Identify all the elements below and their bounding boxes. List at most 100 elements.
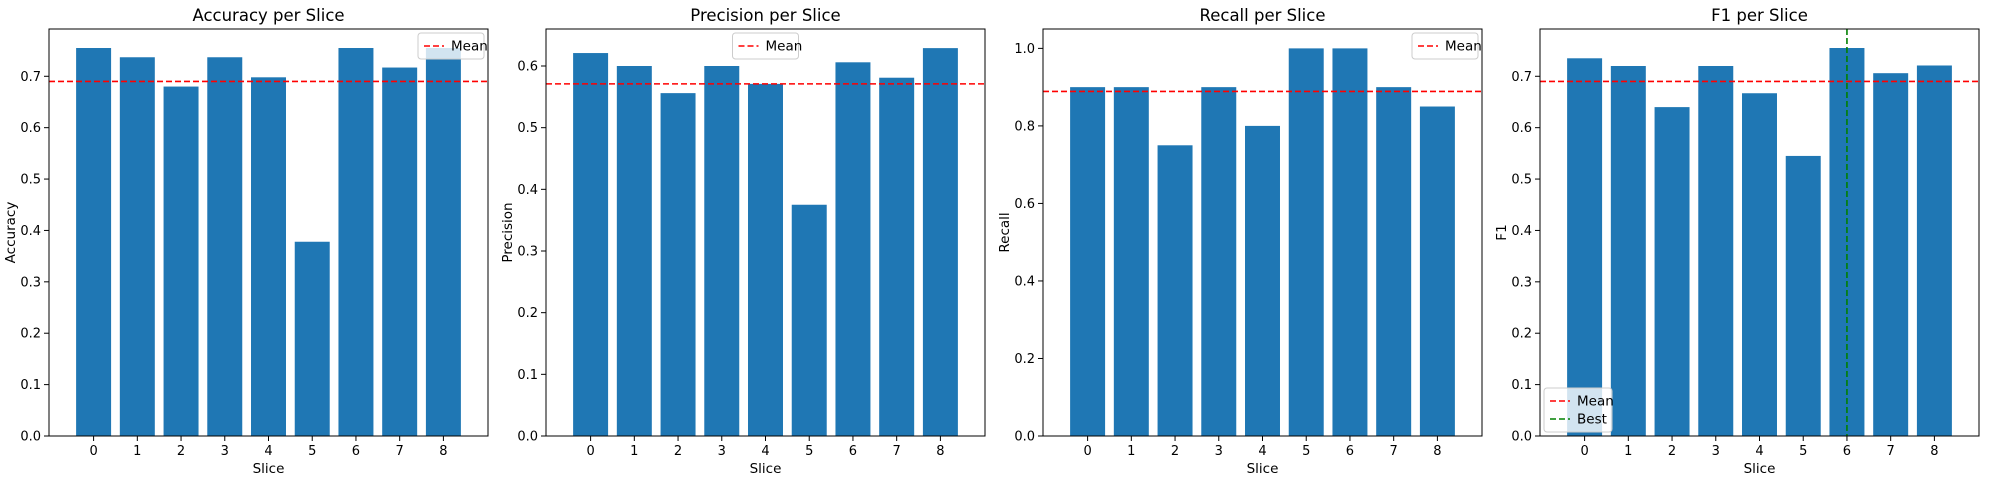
bar-slice-2 bbox=[163, 86, 199, 436]
x-tick-label: 6 bbox=[1346, 444, 1354, 459]
x-tick-label: 7 bbox=[1390, 444, 1398, 459]
x-tick-label: 7 bbox=[893, 444, 901, 459]
legend-box bbox=[1411, 32, 1479, 60]
x-tick-label: 4 bbox=[761, 444, 769, 459]
chart-title: Accuracy per Slice bbox=[192, 6, 344, 25]
x-tick-label: 1 bbox=[630, 444, 638, 459]
bar-slice-6 bbox=[338, 48, 374, 436]
x-tick-label: 3 bbox=[718, 444, 726, 459]
y-tick-label: 0.2 bbox=[1014, 352, 1035, 367]
bar-slice-1 bbox=[616, 66, 652, 436]
y-tick-label: 0.7 bbox=[20, 70, 41, 85]
x-tick-label: 1 bbox=[133, 444, 141, 459]
bar-slice-4 bbox=[1245, 125, 1280, 437]
bar-slice-7 bbox=[382, 67, 418, 436]
legend-label: Mean bbox=[451, 39, 488, 55]
legend: Mean Best bbox=[1543, 387, 1614, 433]
legend: Mean bbox=[1411, 32, 1482, 60]
bar-slice-2 bbox=[1157, 145, 1193, 437]
x-tick-label: 8 bbox=[439, 444, 447, 459]
y-tick-label: 0.5 bbox=[517, 121, 538, 136]
bar-slice-4 bbox=[748, 83, 783, 436]
x-tick-label: 7 bbox=[396, 444, 404, 459]
x-axis-label: Slice bbox=[1247, 461, 1279, 477]
y-axis-label: Precision bbox=[500, 202, 516, 262]
bar-slice-2 bbox=[1654, 107, 1690, 437]
y-tick-label: 0.0 bbox=[1511, 430, 1532, 445]
x-tick-label: 8 bbox=[1930, 444, 1938, 459]
y-tick-label: 0.6 bbox=[517, 60, 538, 75]
x-tick-label: 3 bbox=[1712, 444, 1720, 459]
x-tick-label: 8 bbox=[936, 444, 944, 459]
legend-box bbox=[732, 32, 799, 60]
bar-slice-1 bbox=[1113, 87, 1149, 436]
x-tick-label: 5 bbox=[805, 444, 813, 459]
y-axis-label: F1 bbox=[1494, 224, 1510, 240]
x-tick-label: 4 bbox=[1258, 444, 1266, 459]
x-tick-label: 0 bbox=[586, 444, 594, 459]
legend-label: Mean bbox=[1577, 394, 1614, 410]
bar-slice-6 bbox=[1332, 48, 1368, 436]
chart-title: Recall per Slice bbox=[1200, 6, 1326, 25]
bar-slice-8 bbox=[1419, 106, 1455, 437]
bar-slice-0 bbox=[76, 48, 112, 436]
bar-slice-0 bbox=[1567, 58, 1603, 436]
y-tick-label: 0.1 bbox=[20, 378, 41, 393]
x-tick-label: 2 bbox=[1171, 444, 1179, 459]
x-tick-label: 3 bbox=[221, 444, 229, 459]
x-tick-label: 4 bbox=[264, 444, 272, 459]
y-tick-label: 0.1 bbox=[517, 368, 538, 383]
x-tick-label: 1 bbox=[1127, 444, 1135, 459]
legend-label: Mean bbox=[766, 39, 803, 55]
chart-panel-2: 0.0 0.2 0.4 0.6 0.8 1.0 0 1 2 3 4 5 6 7 8 Recall per Sl… bbox=[997, 6, 1483, 477]
x-axis-label: Slice bbox=[1744, 461, 1776, 477]
bar-slice-5 bbox=[1785, 155, 1821, 436]
x-tick-label: 5 bbox=[308, 444, 316, 459]
y-axis-label: Recall bbox=[997, 212, 1013, 252]
legend-label: Mean bbox=[1445, 39, 1482, 55]
x-tick-label: 1 bbox=[1624, 444, 1632, 459]
y-tick-label: 0.4 bbox=[20, 224, 41, 239]
x-tick-label: 6 bbox=[1843, 444, 1851, 459]
y-axis-label: Accuracy bbox=[3, 202, 19, 264]
bar-slice-5 bbox=[1288, 48, 1324, 436]
y-tick-label: 0.6 bbox=[1511, 121, 1532, 136]
x-tick-label: 6 bbox=[352, 444, 360, 459]
bar-slice-8 bbox=[922, 48, 958, 437]
legend-label: Best bbox=[1577, 412, 1607, 428]
bar-slice-1 bbox=[1610, 66, 1646, 436]
bar-slice-0 bbox=[573, 53, 609, 437]
x-tick-label: 0 bbox=[89, 444, 97, 459]
x-tick-label: 5 bbox=[1799, 444, 1807, 459]
legend: Mean bbox=[417, 32, 488, 60]
x-tick-label: 5 bbox=[1302, 444, 1310, 459]
bar-slice-8 bbox=[425, 48, 461, 436]
y-tick-label: 0.0 bbox=[20, 430, 41, 445]
chart-panel-0: 0.0 0.1 0.2 0.3 0.4 0.5 0.6 0.7 0 1 2 3 4 5 6 7 8 Accurac… bbox=[3, 6, 489, 477]
y-tick-label: 0.2 bbox=[517, 306, 538, 321]
legend-box bbox=[417, 32, 485, 60]
bar-slice-0 bbox=[1070, 87, 1106, 436]
y-tick-label: 0.2 bbox=[1511, 327, 1532, 342]
y-tick-label: 1.0 bbox=[1014, 42, 1035, 57]
bar-slice-6 bbox=[835, 62, 871, 437]
chart-title: F1 per Slice bbox=[1711, 6, 1808, 25]
x-tick-label: 8 bbox=[1433, 444, 1441, 459]
bar-slice-2 bbox=[660, 93, 696, 436]
x-tick-label: 2 bbox=[1668, 444, 1676, 459]
bar-slice-1 bbox=[119, 57, 155, 436]
y-tick-label: 0.6 bbox=[20, 121, 41, 136]
y-tick-label: 0.7 bbox=[1511, 70, 1532, 85]
y-tick-label: 0.6 bbox=[1014, 197, 1035, 212]
bar-slice-8 bbox=[1916, 65, 1952, 437]
x-tick-label: 2 bbox=[674, 444, 682, 459]
x-tick-label: 3 bbox=[1215, 444, 1223, 459]
bar-slice-7 bbox=[1376, 87, 1412, 436]
y-tick-label: 0.2 bbox=[20, 327, 41, 342]
y-tick-label: 0.1 bbox=[1511, 378, 1532, 393]
chart-panel-3: 0.0 0.1 0.2 0.3 0.4 0.5 0.6 0.7 0 1 2 3 4 5 6 7 8 F1 per … bbox=[1494, 6, 1980, 477]
legend-box bbox=[1543, 387, 1613, 433]
y-tick-label: 0.5 bbox=[1511, 173, 1532, 188]
x-axis-label: Slice bbox=[750, 461, 782, 477]
